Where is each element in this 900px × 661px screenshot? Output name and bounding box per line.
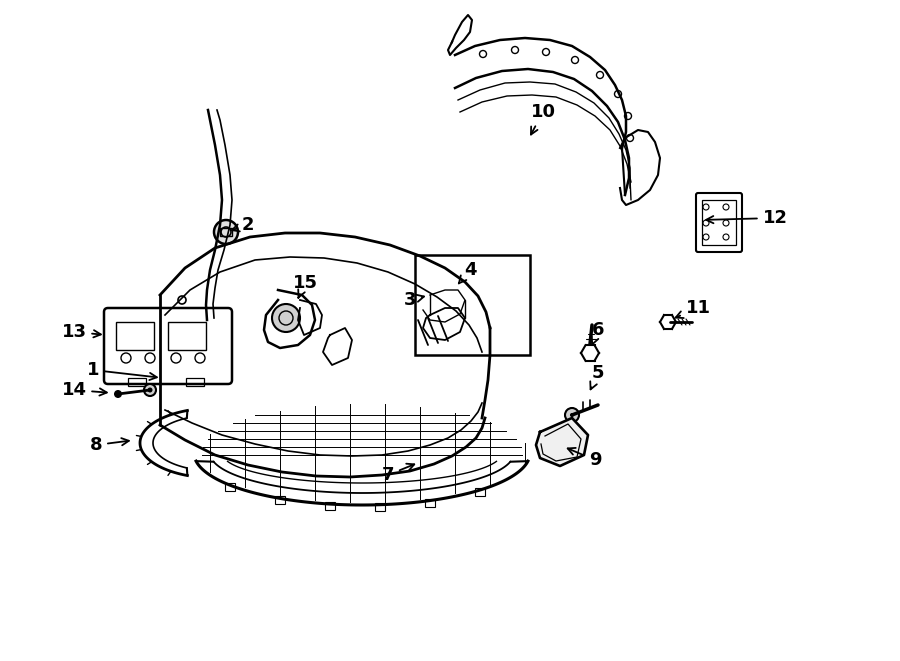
Text: 13: 13: [61, 323, 101, 341]
Bar: [702, 200, 736, 245]
Bar: [225, 483, 235, 491]
Text: 12: 12: [706, 209, 788, 227]
Text: 15: 15: [292, 274, 318, 298]
Circle shape: [570, 413, 574, 417]
Circle shape: [214, 220, 238, 244]
Bar: [220, 228, 232, 236]
Text: 9: 9: [568, 448, 601, 469]
Text: 8: 8: [90, 436, 129, 454]
Bar: [375, 503, 385, 511]
Polygon shape: [536, 418, 588, 466]
Circle shape: [144, 384, 156, 396]
Circle shape: [565, 408, 579, 422]
Bar: [325, 502, 335, 510]
Circle shape: [114, 390, 122, 398]
Text: 6: 6: [591, 321, 604, 345]
Circle shape: [148, 387, 152, 393]
Text: 11: 11: [676, 299, 710, 318]
Bar: [425, 498, 435, 506]
Bar: [186, 378, 204, 386]
Text: 14: 14: [61, 381, 107, 399]
Text: 1: 1: [86, 361, 157, 380]
Text: 4: 4: [459, 261, 476, 284]
Bar: [128, 378, 146, 386]
Bar: [415, 255, 530, 355]
Bar: [275, 496, 285, 504]
Bar: [116, 322, 154, 350]
Text: 5: 5: [590, 364, 604, 389]
Text: 2: 2: [232, 216, 254, 234]
Text: 7: 7: [382, 464, 414, 484]
Text: 10: 10: [530, 103, 555, 135]
Bar: [475, 488, 485, 496]
Bar: [168, 322, 206, 350]
Circle shape: [272, 304, 300, 332]
Text: 3: 3: [404, 291, 424, 309]
